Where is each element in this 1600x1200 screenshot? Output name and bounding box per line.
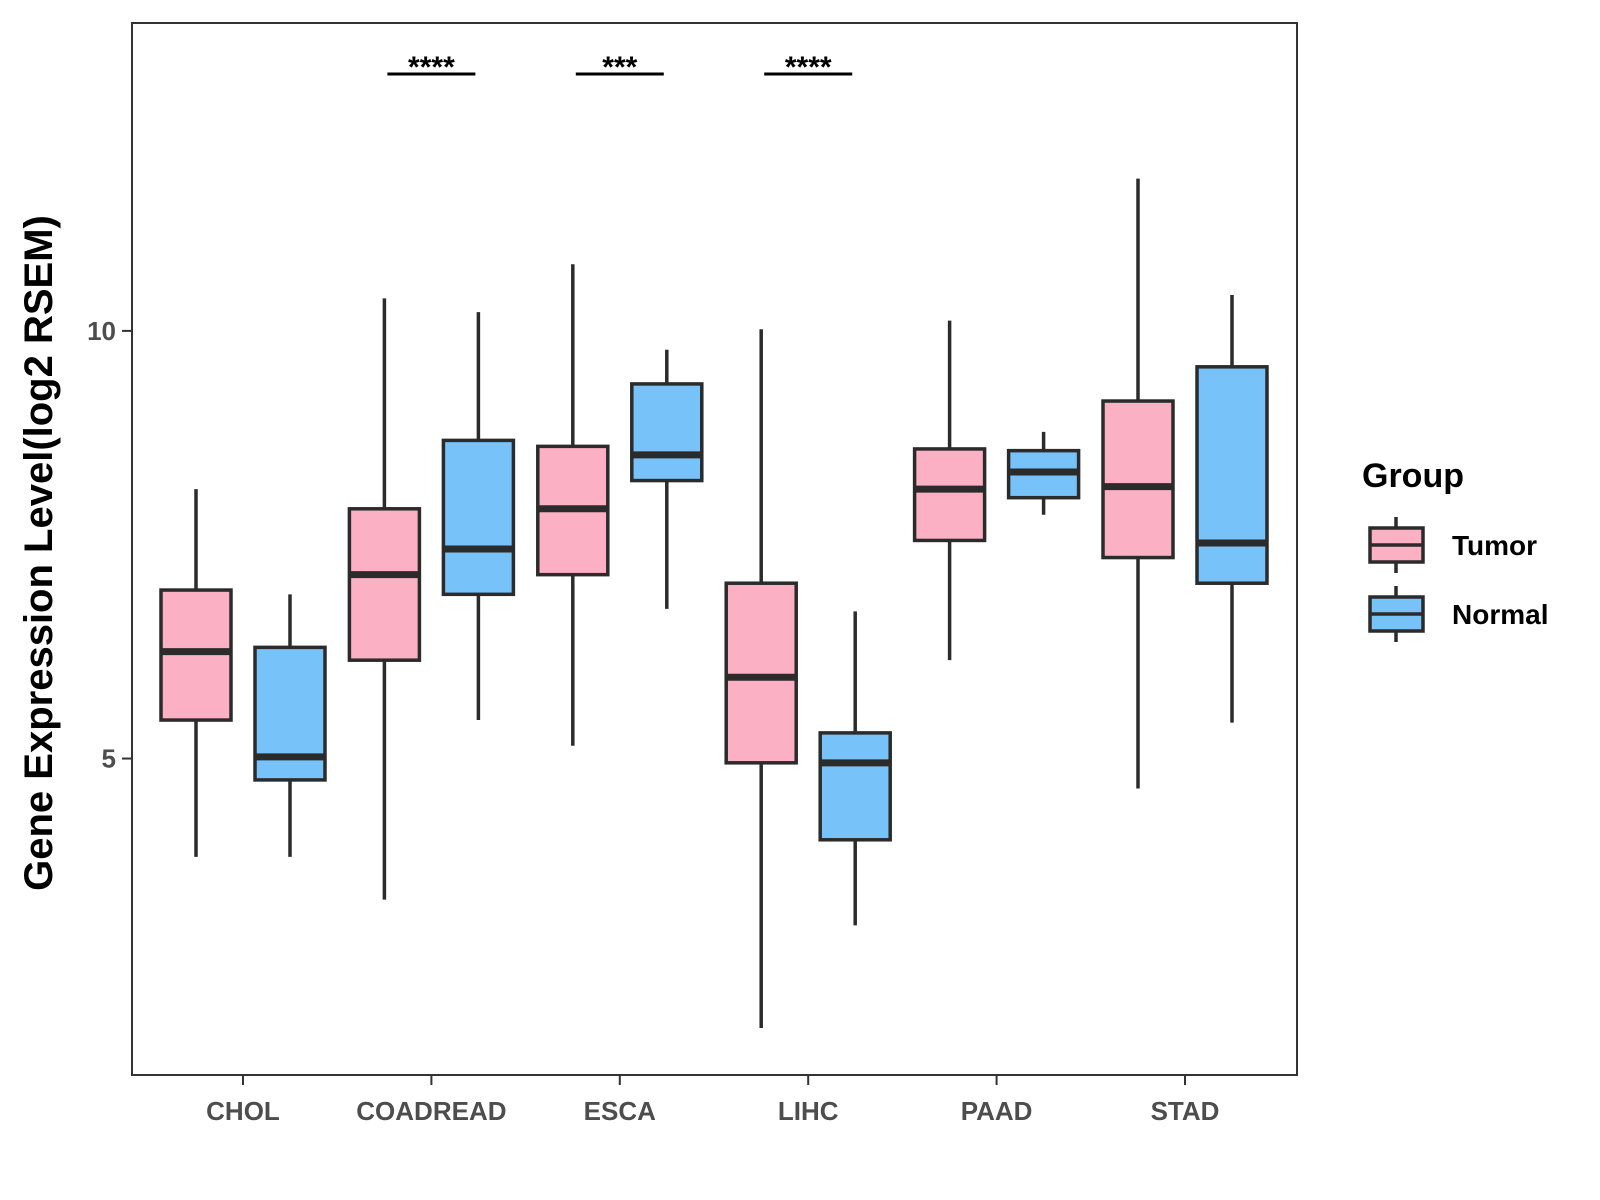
legend-item-normal: Normal — [1368, 586, 1548, 642]
significance-label: **** — [408, 51, 455, 84]
box-normal-lihc — [818, 611, 892, 926]
x-tick-label-coadread: COADREAD — [356, 1096, 506, 1126]
box-iqr — [818, 731, 892, 842]
y-tick-label-10: 10 — [87, 316, 116, 346]
y-axis: 5 10 — [87, 316, 132, 774]
legend-title: Group — [1362, 457, 1464, 495]
box-iqr — [724, 581, 798, 765]
plot-area — [131, 22, 1298, 1076]
box-normal-stad — [1195, 294, 1269, 723]
box-tumor-coadread — [347, 298, 422, 900]
significance-label: *** — [602, 51, 637, 84]
significance-esca: *** — [575, 51, 664, 84]
x-tick-label-lihc: LIHC — [778, 1096, 839, 1126]
box-normal-esca — [630, 349, 704, 609]
significance-annotations: **** *** **** — [387, 51, 853, 84]
box-iqr — [1195, 365, 1269, 585]
box-normal-coadread — [441, 312, 516, 721]
box-iqr — [630, 382, 704, 483]
significance-lihc: **** — [764, 51, 853, 84]
y-axis-title: Gene Expression Level(log2 RSEM) — [17, 215, 61, 891]
box-tumor-chol — [159, 489, 233, 857]
legend-item-tumor: Tumor — [1368, 517, 1537, 573]
x-tick-label-esca: ESCA — [584, 1096, 656, 1126]
box-tumor-esca — [536, 264, 610, 746]
significance-coadread: **** — [387, 51, 476, 84]
box-normal-paad — [1006, 431, 1081, 515]
legend: Group Tumor Normal — [1362, 457, 1548, 642]
box-iqr — [441, 438, 516, 597]
box-tumor-lihc — [724, 329, 798, 1028]
x-axis: CHOL COADREAD ESCA LIHC PAAD STAD — [206, 1075, 1219, 1126]
significance-label: **** — [785, 51, 832, 84]
x-tick-label-paad: PAAD — [961, 1096, 1033, 1126]
legend-label-tumor: Tumor — [1452, 530, 1537, 561]
x-tick-label-chol: CHOL — [206, 1096, 280, 1126]
box-iqr — [912, 447, 987, 543]
legend-label-normal: Normal — [1452, 599, 1548, 630]
box-iqr — [1101, 399, 1175, 560]
x-tick-label-stad: STAD — [1151, 1096, 1220, 1126]
box-tumor-paad — [912, 320, 987, 661]
box-normal-chol — [253, 594, 327, 857]
box-tumor-stad — [1101, 178, 1175, 789]
panel-border — [131, 22, 1298, 1076]
box-iqr — [347, 507, 422, 662]
y-tick-label-5: 5 — [102, 744, 116, 774]
